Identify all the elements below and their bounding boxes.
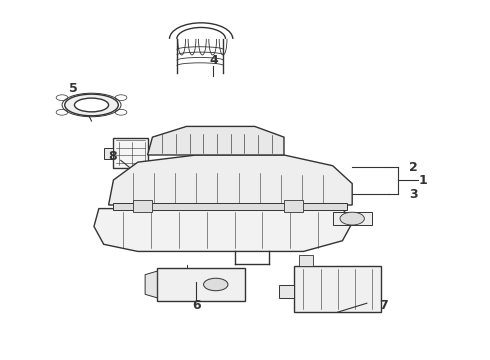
Polygon shape [284, 200, 303, 212]
Polygon shape [94, 208, 352, 251]
Text: 7: 7 [379, 299, 388, 312]
Polygon shape [298, 255, 313, 266]
Ellipse shape [203, 278, 228, 291]
Polygon shape [104, 148, 114, 158]
Ellipse shape [340, 212, 365, 225]
Polygon shape [114, 203, 347, 210]
Polygon shape [294, 266, 381, 312]
Text: 2: 2 [409, 161, 417, 174]
Polygon shape [109, 155, 352, 205]
Text: 6: 6 [192, 299, 200, 312]
Polygon shape [279, 285, 294, 298]
Text: 3: 3 [409, 188, 417, 201]
Text: 4: 4 [209, 54, 218, 67]
Polygon shape [145, 271, 157, 298]
Ellipse shape [65, 94, 118, 116]
Text: 8: 8 [108, 150, 117, 163]
Polygon shape [333, 212, 372, 225]
Text: 5: 5 [69, 82, 78, 95]
Polygon shape [157, 267, 245, 301]
Ellipse shape [74, 98, 109, 112]
Polygon shape [133, 200, 152, 212]
Polygon shape [147, 126, 284, 155]
Text: 1: 1 [418, 174, 427, 186]
Polygon shape [114, 138, 147, 168]
